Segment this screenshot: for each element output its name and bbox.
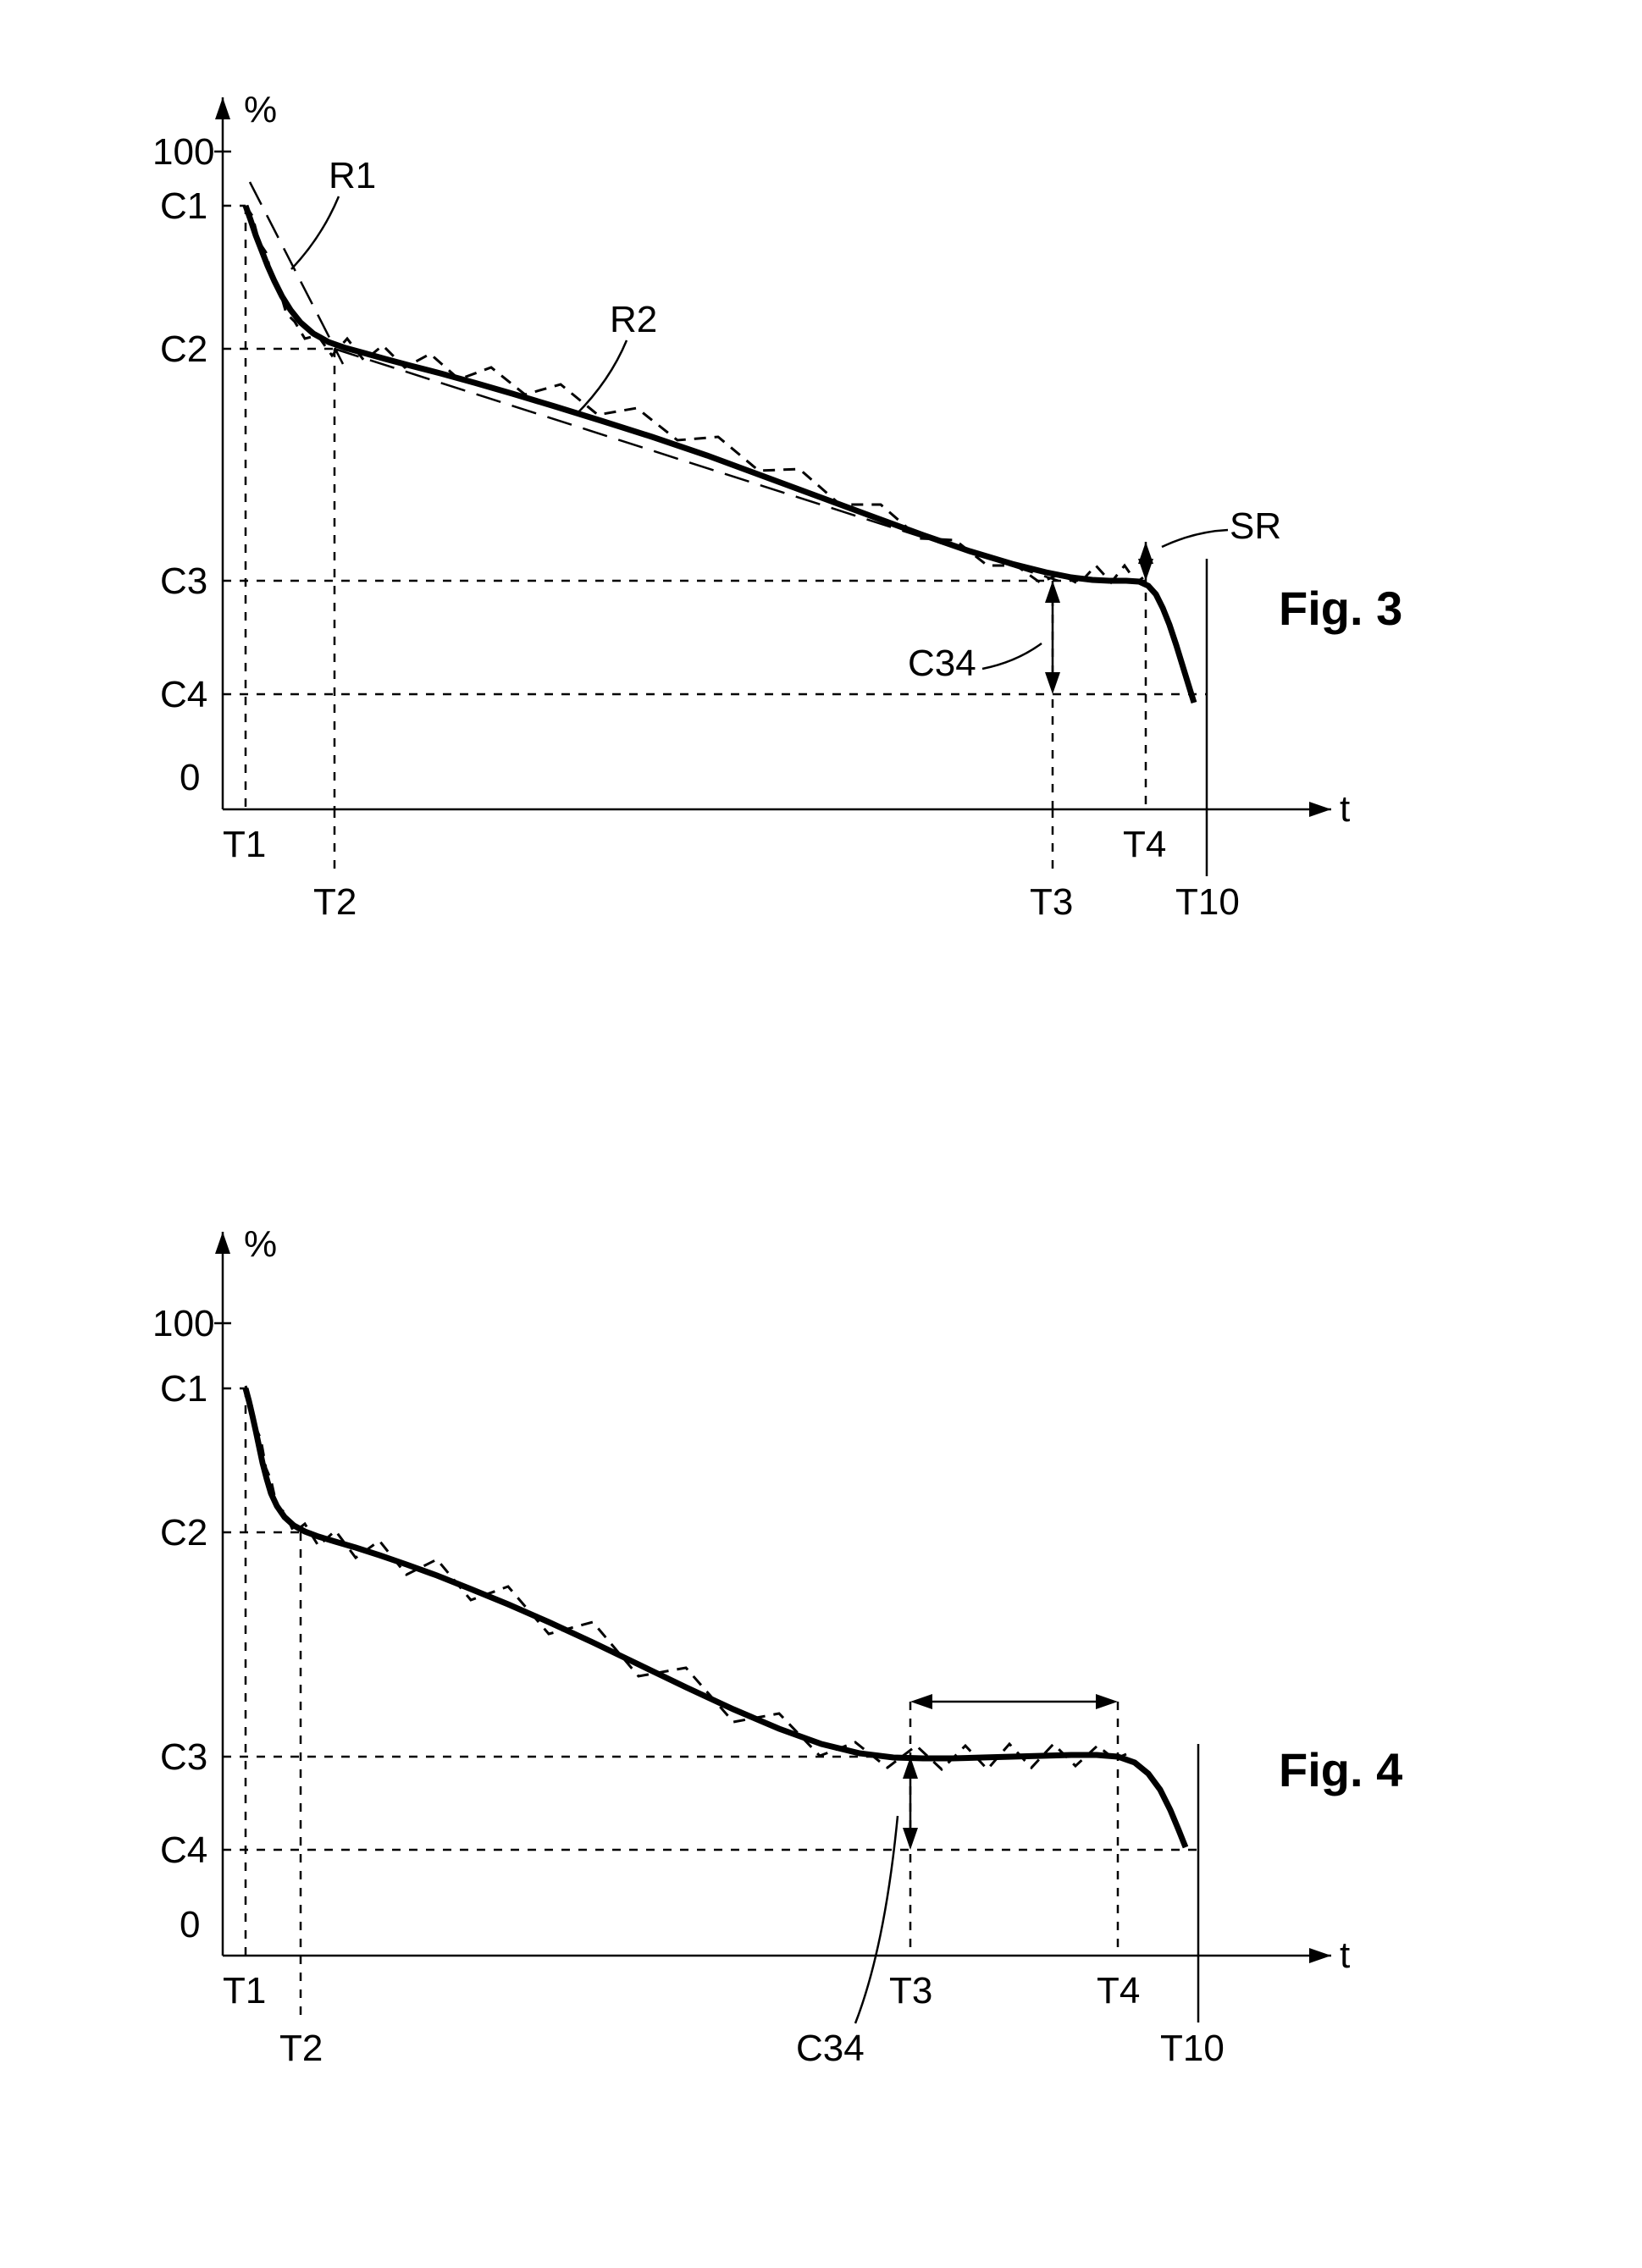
fig4-signal-oscillation xyxy=(246,1386,1126,1769)
fig3-y-label: % xyxy=(244,89,277,130)
fig3-xtick-T4: T4 xyxy=(1123,824,1166,865)
figure-4: % t 100 C1 C2 C3 C4 0 T1 T2 T3 T4 T10 xyxy=(152,1223,1402,2069)
fig3-axes xyxy=(215,97,1331,817)
fig4-ytick-C3: C3 xyxy=(160,1736,207,1778)
fig4-xtick-T2: T2 xyxy=(279,2028,323,2069)
fig4-ytick-C4: C4 xyxy=(160,1829,207,1871)
fig4-ytick-C2: C2 xyxy=(160,1512,207,1553)
fig4-ytick-100: 100 xyxy=(152,1303,214,1344)
fig4-title: Fig. 4 xyxy=(1279,1743,1402,1796)
fig4-xtick-T3: T3 xyxy=(889,1970,932,2011)
fig3-signal-oscillation xyxy=(246,206,1146,584)
fig3-label-C34: C34 xyxy=(908,643,976,684)
fig4-y-label: % xyxy=(244,1223,277,1265)
fig4-ytick-C1: C1 xyxy=(160,1368,207,1410)
fig4-xtick-T4: T4 xyxy=(1097,1970,1140,2011)
fig4-x-label: t xyxy=(1340,1934,1350,1976)
fig3-title: Fig. 3 xyxy=(1279,582,1402,635)
fig3-ytick-C1: C1 xyxy=(160,185,207,227)
fig3-ytick-C2: C2 xyxy=(160,328,207,370)
fig3-label-SR: SR xyxy=(1230,505,1281,547)
fig3-xtick-T1: T1 xyxy=(223,824,266,865)
fig4-label-C34: C34 xyxy=(796,2028,865,2069)
fig3-x-label: t xyxy=(1340,788,1350,830)
figure-3: % t 100 C1 C2 C3 C4 0 T1 T2 T3 T4 T10 xyxy=(152,89,1402,923)
fig3-ytick-100: 100 xyxy=(152,131,214,173)
fig3-label-R1: R1 xyxy=(329,155,376,196)
fig3-line-R1 xyxy=(250,182,343,364)
fig3-xtick-T10: T10 xyxy=(1175,881,1240,923)
fig3-ytick-0: 0 xyxy=(180,757,200,798)
fig4-xtick-T1: T1 xyxy=(223,1970,266,2011)
fig3-label-R2: R2 xyxy=(610,299,657,340)
fig3-xtick-T2: T2 xyxy=(313,881,357,923)
fig4-xtick-T10: T10 xyxy=(1160,2028,1225,2069)
figure-canvas: % t 100 C1 C2 C3 C4 0 T1 T2 T3 T4 T10 xyxy=(0,0,1642,2268)
fig4-ytick-0: 0 xyxy=(180,1904,200,1945)
fig3-ytick-C3: C3 xyxy=(160,560,207,602)
fig3-xtick-T3: T3 xyxy=(1030,881,1073,923)
fig4-curve-main xyxy=(246,1388,1186,1847)
fig3-ytick-C4: C4 xyxy=(160,674,207,715)
fig4-axes xyxy=(215,1232,1331,1963)
